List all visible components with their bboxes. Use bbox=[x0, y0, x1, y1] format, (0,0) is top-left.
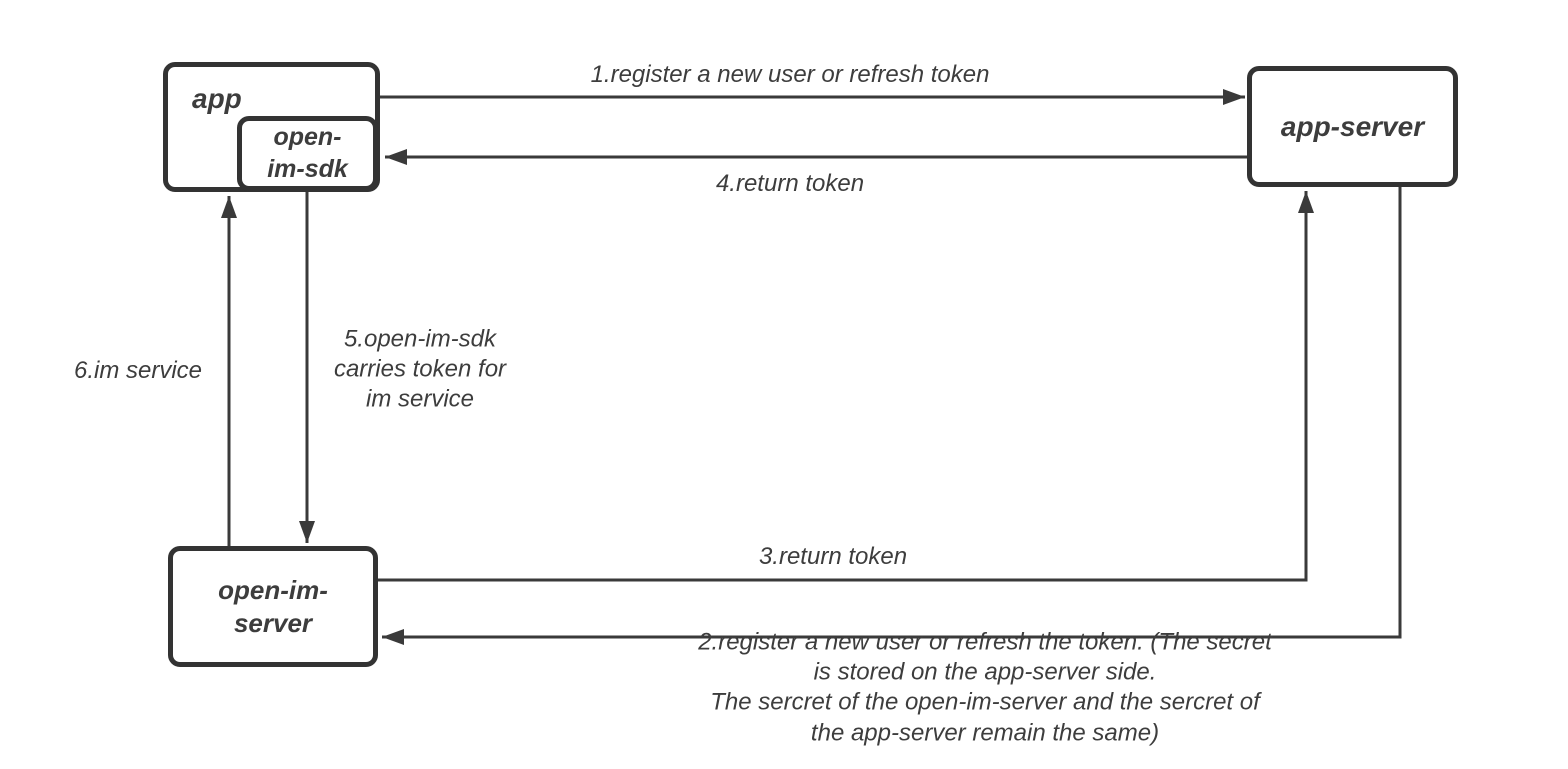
edge-6-label: 6.im service bbox=[73, 356, 203, 384]
node-open-im-server: open-im- server bbox=[168, 546, 378, 667]
edge-2-register-arrow bbox=[382, 187, 1402, 645]
node-app-server: app-server bbox=[1247, 66, 1458, 187]
edge-3-return-token-arrow bbox=[378, 191, 1314, 582]
edge-3-label: 3.return token bbox=[758, 542, 908, 570]
node-open-im-sdk: open- im-sdk bbox=[237, 116, 378, 191]
edge-4-label: 4.return token bbox=[715, 169, 865, 197]
edge-5-label: 5.open-im-sdk carries token for im servi… bbox=[333, 325, 507, 414]
edge-2-label: 2.register a new user or refresh the tok… bbox=[698, 628, 1272, 747]
edge-1-label: 1.register a new user or refresh token bbox=[590, 60, 990, 88]
